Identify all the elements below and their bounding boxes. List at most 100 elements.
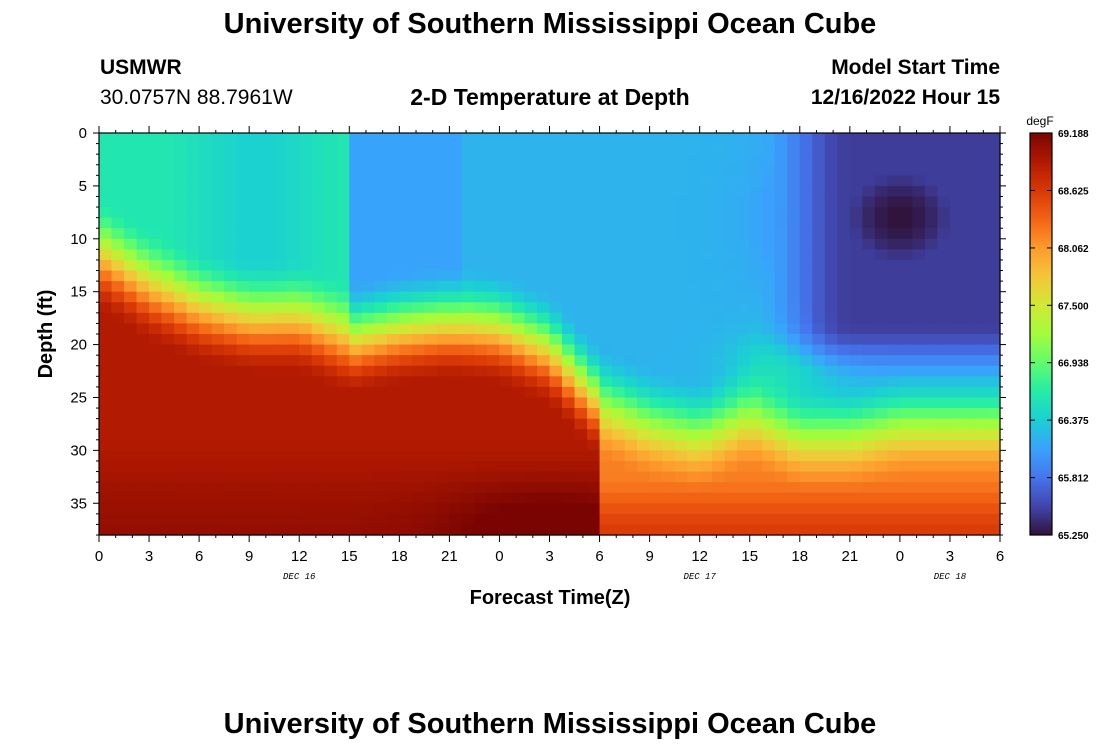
heat-cell (987, 450, 1001, 462)
heat-cell (174, 439, 188, 451)
heat-cell (174, 217, 188, 229)
heat-cell (386, 460, 400, 473)
heat-cell (649, 143, 663, 155)
heat-cell (261, 439, 275, 451)
heat-cell (486, 450, 501, 462)
heat-cell (374, 175, 388, 187)
heat-cell (499, 249, 513, 261)
heat-cell (749, 397, 763, 409)
heat-cell (486, 217, 501, 229)
heat-cell (224, 365, 238, 377)
heat-cell (824, 482, 838, 494)
heat-cell (549, 154, 563, 166)
heat-cell (549, 259, 563, 272)
heat-cell (224, 503, 238, 515)
heat-cell (762, 154, 776, 166)
heat-cell (974, 323, 989, 335)
heat-cell (799, 228, 813, 240)
heat-cell (461, 334, 476, 346)
heat-cell (987, 439, 1001, 451)
heat-cell (249, 143, 263, 155)
heat-cell (249, 207, 263, 219)
heat-cell (887, 154, 901, 166)
heat-cell (111, 450, 125, 462)
heat-cell (662, 513, 676, 526)
heat-cell (799, 386, 813, 399)
heat-cell (874, 397, 888, 409)
heat-cell (199, 460, 213, 473)
heat-cell (824, 312, 838, 325)
heat-cell (149, 429, 163, 441)
heat-cell (624, 228, 638, 240)
heat-cell (662, 334, 676, 346)
heat-cell (949, 249, 964, 261)
heat-cell (987, 376, 1001, 388)
heat-cell (511, 503, 526, 515)
heat-cell (712, 164, 726, 176)
heat-cell (349, 291, 363, 303)
heat-cell (962, 259, 976, 272)
heat-cell (687, 408, 701, 420)
heat-cell (174, 323, 188, 335)
heat-cell (624, 270, 638, 282)
heat-cell (974, 228, 989, 240)
heat-cell (386, 355, 400, 367)
heat-cell (486, 492, 501, 504)
heat-cell (436, 524, 450, 536)
heat-cell (361, 460, 375, 473)
heat-cell (749, 312, 763, 325)
heat-cell (286, 365, 300, 377)
heat-cell (436, 217, 450, 229)
heat-cell (862, 228, 876, 240)
heat-cell (962, 133, 976, 145)
heat-cell (436, 439, 450, 451)
heat-cell (249, 439, 263, 451)
heat-cell (949, 323, 964, 335)
heat-cell (924, 312, 939, 325)
heat-cell (361, 270, 375, 282)
heat-cell (974, 344, 989, 356)
heat-cell (699, 196, 713, 208)
heat-cell (149, 175, 163, 187)
heat-cell (949, 513, 964, 526)
heat-cell (536, 259, 551, 272)
heat-cell (949, 312, 964, 325)
heat-cell (311, 291, 325, 303)
heat-cell (174, 408, 188, 420)
heat-cell (562, 503, 576, 515)
heat-cell (549, 228, 563, 240)
heat-cell (111, 154, 125, 166)
heat-cell (812, 386, 826, 399)
heat-cell (762, 344, 776, 356)
heat-cell (449, 524, 463, 536)
heat-cell (749, 482, 763, 494)
heat-cell (461, 408, 476, 420)
heat-cell (599, 249, 613, 261)
heat-cell (662, 365, 676, 377)
heat-cell (912, 154, 926, 166)
heat-cell (436, 133, 450, 145)
heat-cell (299, 408, 313, 420)
heat-cell (937, 524, 951, 536)
heat-cell (587, 185, 601, 198)
x-tick-label: 3 (145, 548, 153, 565)
heat-cell (324, 439, 338, 451)
heat-cell (937, 291, 951, 303)
heat-cell (199, 408, 213, 420)
heat-cell (649, 164, 663, 176)
heat-cell (599, 175, 613, 187)
heat-cell (124, 503, 138, 515)
heat-cell (349, 323, 363, 335)
heat-cell (949, 376, 964, 388)
heat-cell (799, 196, 813, 208)
heat-cell (812, 228, 826, 240)
heat-cell (124, 450, 138, 462)
heat-cell (99, 344, 113, 356)
heat-cell (486, 259, 501, 272)
heat-cell (186, 291, 200, 303)
heat-cell (587, 238, 601, 250)
heat-cell (474, 175, 488, 187)
heat-cell (724, 164, 738, 176)
heat-cell (299, 164, 313, 176)
heat-cell (699, 429, 713, 441)
